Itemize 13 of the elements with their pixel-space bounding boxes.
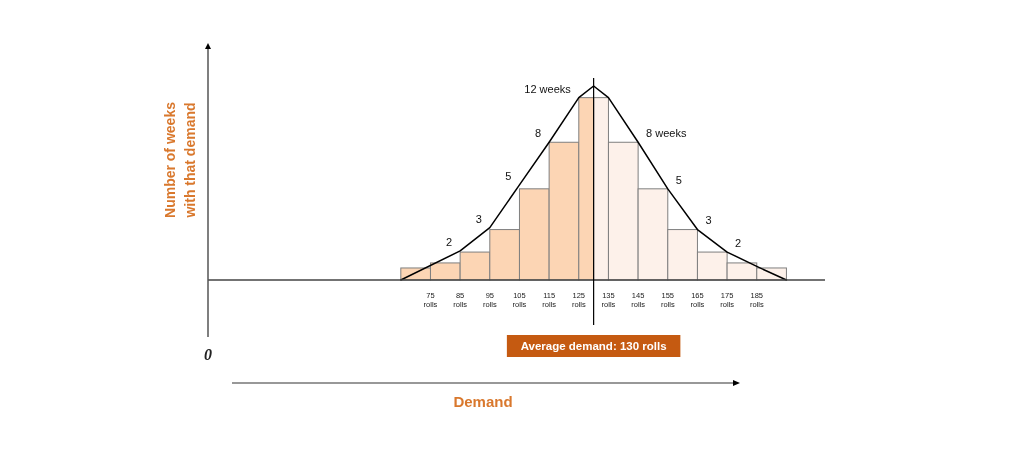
- annotation: 3: [705, 214, 712, 227]
- annotation: 8: [535, 127, 542, 140]
- text: Demand: [453, 393, 513, 410]
- annotation: 2: [735, 236, 742, 249]
- annotation: 8 weeks: [646, 127, 687, 140]
- ref-line-label: Average demand: 130 rolls: [520, 340, 667, 352]
- annotation: 3: [475, 212, 482, 225]
- annotation: 12 weeks: [524, 82, 572, 95]
- y-axis-title: Number of weeks with that demand: [162, 101, 198, 219]
- annotation: 5: [675, 173, 682, 186]
- annotation: 5: [505, 169, 512, 182]
- text: 0: [204, 346, 212, 363]
- annotation: 2: [446, 235, 453, 248]
